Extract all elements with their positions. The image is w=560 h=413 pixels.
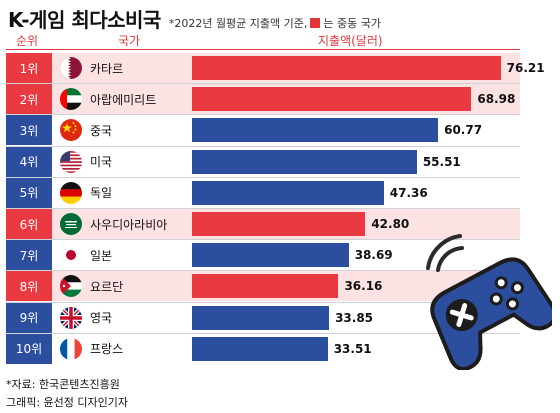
bar: [192, 87, 472, 112]
category-label: 미국: [90, 155, 113, 170]
uk-flag-icon: [60, 306, 82, 329]
china-flag-icon: [60, 119, 82, 142]
legend-label: 는 중동 국가: [323, 17, 381, 30]
bar: [192, 336, 328, 361]
row-divider: [6, 114, 520, 116]
category-label: 일본: [90, 248, 113, 263]
rank-label: 5위: [6, 177, 52, 208]
data-label: 55.51: [422, 154, 461, 169]
category-label: 요르단: [90, 279, 124, 294]
bar: [192, 212, 366, 236]
chart-row: 3위 중국 60.77: [6, 115, 520, 146]
chart-title: K-게임 최다소비국: [8, 8, 161, 32]
category-label: 프랑스: [90, 342, 124, 357]
category-label: 중국: [90, 123, 113, 138]
chart-row: 2위 아랍에미리트 68.98: [6, 84, 520, 115]
subtitle-text: *2022년 월평균 지출액 기준,: [168, 17, 308, 30]
chart-row: 7위 일본 38.69: [6, 240, 520, 271]
legend-swatch-middle-east: [310, 18, 321, 28]
data-label: 38.69: [354, 248, 393, 263]
rank-label: 8위: [6, 271, 52, 302]
data-label: 60.77: [444, 123, 483, 138]
row-divider: [6, 83, 520, 85]
category-label: 사우디아라비아: [90, 217, 168, 232]
chart-row: 6위 사우디아라비아 42.80: [6, 209, 520, 239]
rank-label: 7위: [6, 240, 52, 271]
bar: [192, 243, 349, 268]
rank-label: 4위: [6, 146, 52, 177]
data-label: 42.80: [371, 217, 410, 231]
germany-flag-icon: [60, 181, 82, 204]
chart-row: 8위 요르단 36.16: [6, 271, 520, 302]
qatar-flag-icon: [60, 57, 82, 79]
category-label: 카타르: [90, 61, 124, 76]
bar: [192, 118, 439, 143]
chart-subtitle: *2022년 월평균 지출액 기준, 는 중동 국가: [169, 15, 381, 31]
rank-label: 6위: [6, 209, 52, 239]
bar: [192, 274, 339, 299]
bar: [192, 180, 384, 205]
chart-row: 9위 영국 33.85: [6, 302, 520, 333]
data-label: 36.16: [344, 279, 383, 294]
column-header-rank: 순위: [16, 34, 39, 48]
gamepad-icon: [426, 234, 552, 370]
rank-label: 3위: [6, 115, 52, 146]
data-label: 33.85: [335, 310, 374, 325]
chart-row: 1위 카타르 76.21: [6, 53, 545, 83]
bar: [192, 305, 330, 330]
category-label: 독일: [90, 186, 113, 201]
data-label: 68.98: [477, 92, 516, 107]
category-label: 영국: [90, 311, 113, 326]
chart-row: 10위 프랑스 33.51: [6, 333, 520, 364]
bar: [192, 56, 501, 80]
rank-label: 2위: [6, 84, 52, 115]
rank-label: 10위: [6, 333, 52, 364]
row-divider: [6, 332, 520, 334]
bar: [192, 149, 417, 174]
row-divider: [6, 301, 520, 303]
title-row: K-게임 최다소비국 *2022년 월평균 지출액 기준, 는 중동 국가: [8, 4, 381, 32]
france-flag-icon: [60, 337, 82, 360]
graphic-credit: 그래픽: 윤선정 디자인기자: [6, 396, 129, 409]
row-divider: [6, 239, 520, 241]
row-divider: [6, 176, 520, 178]
column-header-country: 국가: [118, 34, 141, 48]
rank-label: 1위: [6, 53, 52, 83]
row-divider: [6, 270, 520, 272]
rank-label: 9위: [6, 302, 52, 333]
jordan-flag-icon: [60, 275, 82, 298]
data-label: 47.36: [389, 185, 428, 200]
usa-flag-icon: [60, 150, 82, 173]
header-divider: [6, 49, 520, 50]
data-label: 76.21: [506, 61, 545, 75]
data-label: 33.51: [333, 341, 372, 356]
uae-flag-icon: [60, 88, 82, 111]
column-header-value: 지출액(달러): [318, 34, 383, 48]
row-divider: [6, 145, 520, 147]
source-note: *자료: 한국콘텐츠진흥원: [6, 378, 120, 391]
japan-flag-icon: [60, 244, 82, 267]
chart-row: 5위 독일 47.36: [6, 177, 520, 208]
chart-row: 4위 미국 55.51: [6, 146, 520, 177]
row-divider: [6, 207, 520, 209]
category-label: 아랍에미리트: [90, 92, 157, 107]
saudi-arabia-flag-icon: [60, 213, 82, 235]
